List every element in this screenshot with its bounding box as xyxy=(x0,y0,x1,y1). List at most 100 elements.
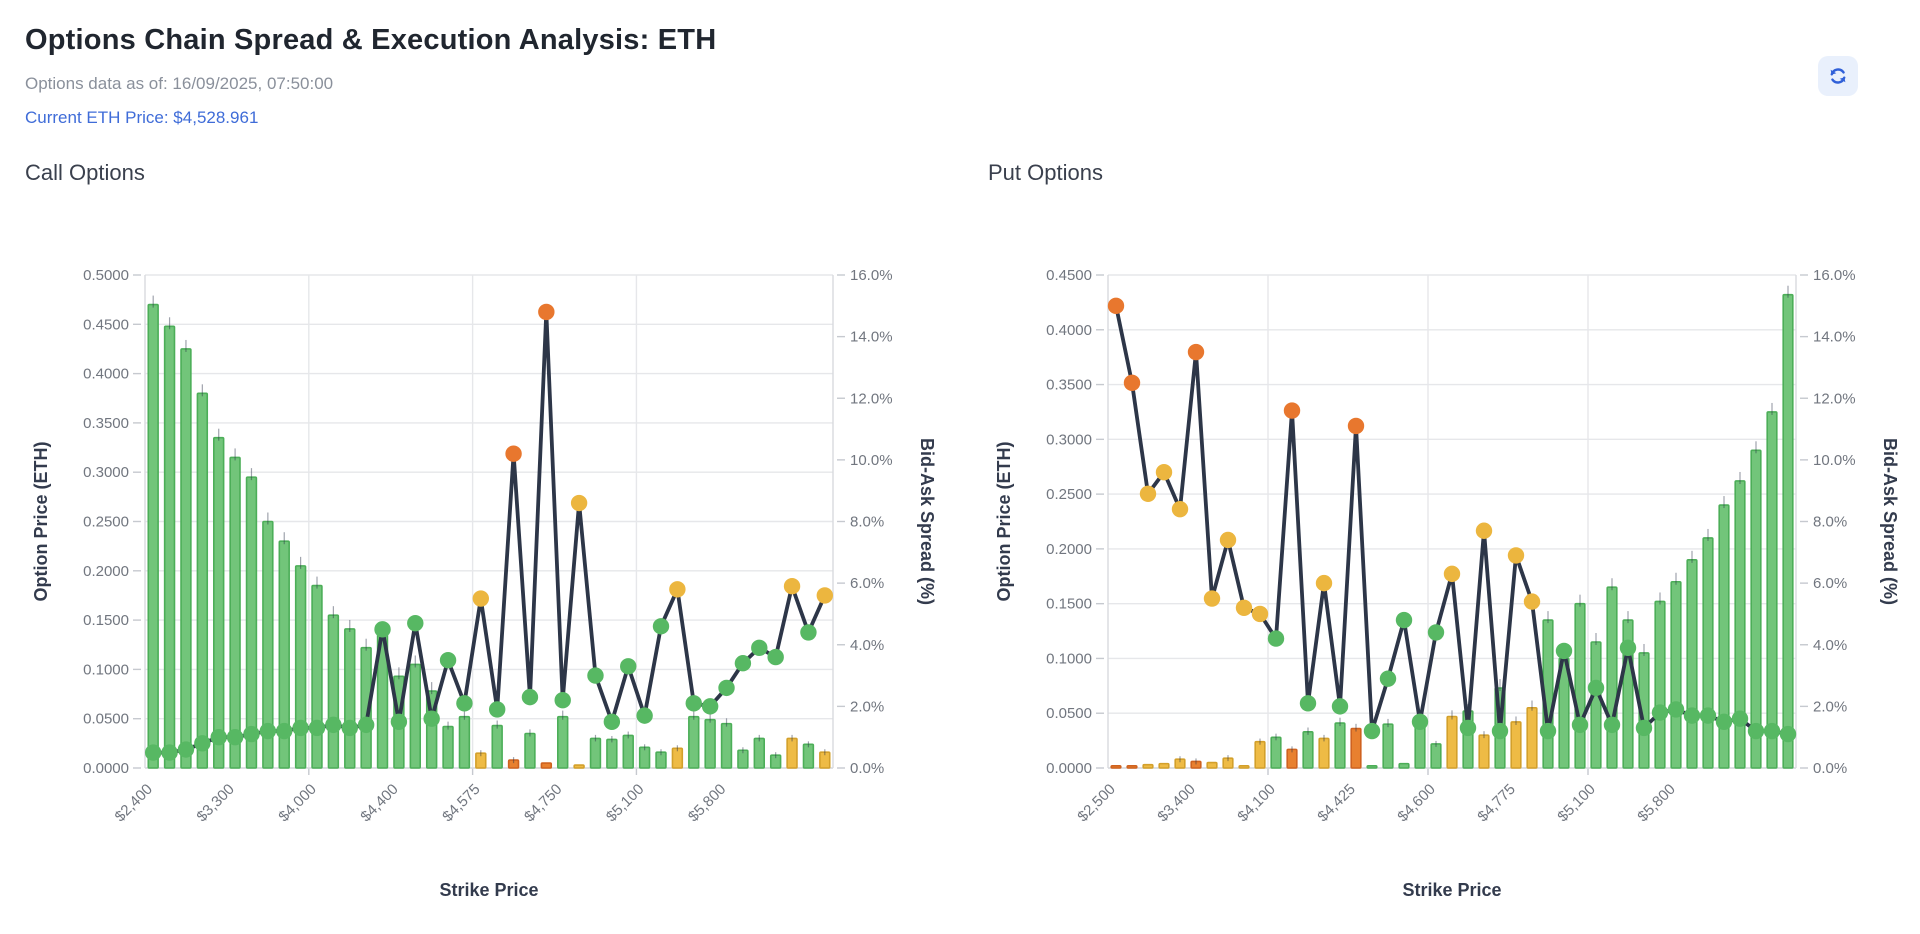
price-bar xyxy=(1446,715,1458,769)
y-right-tick-label: 16.0% xyxy=(850,267,893,284)
spread-dot-green xyxy=(243,725,260,743)
price-bar xyxy=(409,663,422,769)
price-bar xyxy=(573,764,585,769)
price-bar xyxy=(638,746,651,769)
price-bar xyxy=(491,724,503,769)
spread-dot-orange xyxy=(1107,297,1125,315)
spread-dot-green xyxy=(1379,670,1397,687)
y-right-tick-label: 4.0% xyxy=(1813,637,1847,654)
price-bar xyxy=(720,722,733,769)
call-options-heading: Call Options xyxy=(25,160,145,185)
spread-dot-green xyxy=(1699,707,1717,724)
spread-dot-green xyxy=(1667,701,1685,718)
price-bar xyxy=(524,732,536,769)
y-right-tick-label: 10.0% xyxy=(850,452,893,469)
price-bar xyxy=(1190,760,1202,769)
price-bar xyxy=(769,754,782,769)
put-options-chart[interactable]: 0.0000 0.0500 0.1000 0.1500 0.2000 0.2500 0.30… xyxy=(968,195,1913,910)
spread-dot-green xyxy=(587,667,604,684)
spread-dot-green xyxy=(652,618,670,635)
spread-dot-green xyxy=(1731,710,1749,727)
y-left-tick-label: 0.0000 xyxy=(83,760,129,777)
price-bar xyxy=(1142,763,1154,769)
price-bar xyxy=(1606,586,1618,769)
spread-dot-green xyxy=(1459,719,1477,737)
spread-dot-green xyxy=(259,722,277,740)
price-bar xyxy=(671,747,684,769)
price-bar xyxy=(1334,722,1346,769)
price-bar xyxy=(180,348,192,769)
refresh-icon xyxy=(1827,65,1849,87)
spread-dot-yellow xyxy=(669,581,686,598)
price-bar xyxy=(294,565,307,769)
x-tick-label: $4,750 xyxy=(521,781,565,825)
price-bar xyxy=(1302,731,1314,769)
x-tick-label: $5,100 xyxy=(1554,781,1598,825)
y-left-tick-label: 0.2000 xyxy=(1046,541,1092,558)
spread-dot-yellow xyxy=(1235,599,1253,616)
y-left-tick-label: 0.4000 xyxy=(83,366,129,383)
price-bar xyxy=(262,520,274,769)
spread-dot-green xyxy=(276,722,293,740)
spread-dot-green xyxy=(1651,704,1669,721)
x-tick-label: $4,100 xyxy=(1234,781,1278,825)
refresh-button[interactable] xyxy=(1818,56,1858,96)
spread-dot-green xyxy=(718,679,735,697)
price-bar xyxy=(1702,537,1714,769)
spread-dot-yellow xyxy=(1219,531,1237,549)
y-left-tick-label: 0.0000 xyxy=(1046,760,1092,777)
y-left-tick-label: 0.4500 xyxy=(1046,267,1092,284)
spread-dot-green xyxy=(1619,639,1637,657)
spread-dot-green xyxy=(210,728,227,746)
spread-dot-yellow xyxy=(1315,574,1333,592)
price-bar xyxy=(507,759,520,769)
y-left-tick-label: 0.3000 xyxy=(83,464,129,481)
price-bar xyxy=(1734,480,1746,769)
spread-dot-green xyxy=(1427,624,1445,641)
spread-dot-green xyxy=(734,655,752,672)
spread-dot-green xyxy=(1411,713,1429,730)
spread-dot-green xyxy=(554,692,571,709)
x-tick-label: $4,400 xyxy=(357,781,401,825)
page-title: Options Chain Spread & Execution Analysi… xyxy=(25,24,717,56)
price-bar xyxy=(802,743,815,769)
y-left-axis-title: Option Price (ETH) xyxy=(994,441,1014,601)
price-bar xyxy=(1254,740,1266,769)
price-bar xyxy=(1286,748,1298,769)
spread-dot-green xyxy=(1539,722,1557,740)
spread-dot-yellow xyxy=(1443,565,1461,583)
spread-dot-green xyxy=(177,741,195,758)
call-options-chart[interactable]: 0.0000 0.0500 0.1000 0.1500 0.2000 0.2500 0.30… xyxy=(5,195,950,910)
price-bar xyxy=(1270,736,1282,769)
spread-dot-green xyxy=(767,648,784,666)
price-bar xyxy=(606,738,618,769)
price-bar xyxy=(1574,602,1586,769)
x-tick-label: $5,800 xyxy=(1634,781,1678,825)
spread-dot-green xyxy=(1267,630,1285,647)
spread-dot-green xyxy=(325,716,342,734)
spread-dot-yellow xyxy=(783,578,801,595)
y-right-tick-label: 0.0% xyxy=(850,760,884,777)
spread-dot-yellow xyxy=(1171,500,1189,518)
y-left-tick-label: 0.4500 xyxy=(83,316,129,333)
spread-dot-green xyxy=(161,744,178,761)
price-bar xyxy=(1686,559,1698,769)
x-tick-label: $2,500 xyxy=(1074,781,1118,825)
spread-dot-green xyxy=(685,695,702,712)
spread-dot-yellow xyxy=(1155,464,1173,481)
x-tick-label: $4,600 xyxy=(1394,781,1438,825)
y-left-tick-label: 0.3500 xyxy=(83,415,129,432)
x-axis-title: Strike Price xyxy=(1402,880,1501,900)
y-left-tick-label: 0.4000 xyxy=(1046,322,1092,339)
x-tick-label: $4,000 xyxy=(275,781,319,825)
spread-dot-green xyxy=(144,744,162,761)
price-bar xyxy=(1526,706,1538,769)
price-bar xyxy=(1478,734,1490,769)
spread-dot-green xyxy=(636,707,653,724)
price-bar xyxy=(360,646,372,769)
y-left-tick-label: 0.0500 xyxy=(83,711,129,728)
price-bar xyxy=(1318,737,1330,769)
spread-dot-green xyxy=(357,716,375,734)
y-right-tick-label: 2.0% xyxy=(1813,698,1847,715)
price-bar xyxy=(278,540,290,769)
